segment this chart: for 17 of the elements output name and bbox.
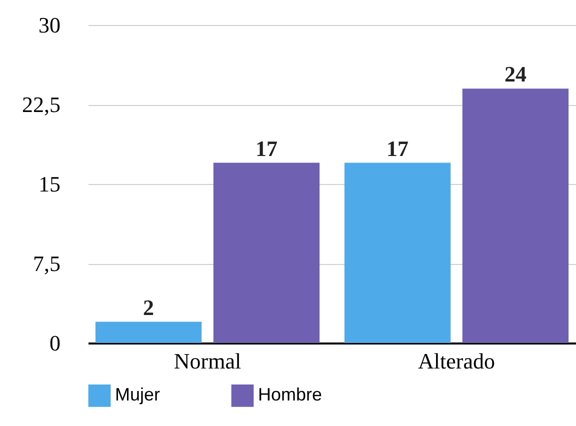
bar <box>95 322 202 343</box>
x-tick-label: Alterado <box>418 348 495 374</box>
bar <box>462 88 569 343</box>
data-label: 24 <box>504 62 526 87</box>
data-label: 2 <box>143 294 154 320</box>
legend-label: Mujer <box>115 384 160 405</box>
data-label: 17 <box>255 136 278 161</box>
legend-label: Hombre <box>258 384 322 405</box>
y-tick-label: 0 <box>50 330 60 356</box>
bar <box>344 162 451 343</box>
x-tick-label: Normal <box>174 348 242 374</box>
bar <box>213 162 320 343</box>
data-label: 17 <box>386 136 409 161</box>
y-tick-label: 22,5 <box>22 92 60 117</box>
y-tick-label: 7,5 <box>33 251 60 276</box>
y-tick-label: 15 <box>38 172 60 196</box>
y-tick-label: 30 <box>38 12 60 38</box>
